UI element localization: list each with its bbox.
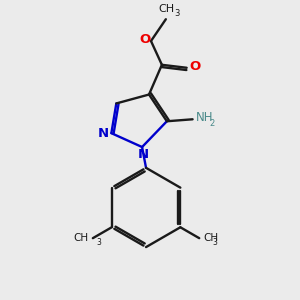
Text: CH: CH <box>203 233 218 243</box>
Text: N: N <box>137 148 148 161</box>
Text: CH: CH <box>159 4 175 14</box>
Text: O: O <box>190 60 201 73</box>
Text: 3: 3 <box>174 9 180 18</box>
Text: 3: 3 <box>97 238 102 247</box>
Text: NH: NH <box>196 111 213 124</box>
Text: 3: 3 <box>212 238 217 247</box>
Text: N: N <box>98 127 109 140</box>
Text: O: O <box>140 32 151 46</box>
Text: 2: 2 <box>209 119 214 128</box>
Text: CH: CH <box>74 233 89 243</box>
